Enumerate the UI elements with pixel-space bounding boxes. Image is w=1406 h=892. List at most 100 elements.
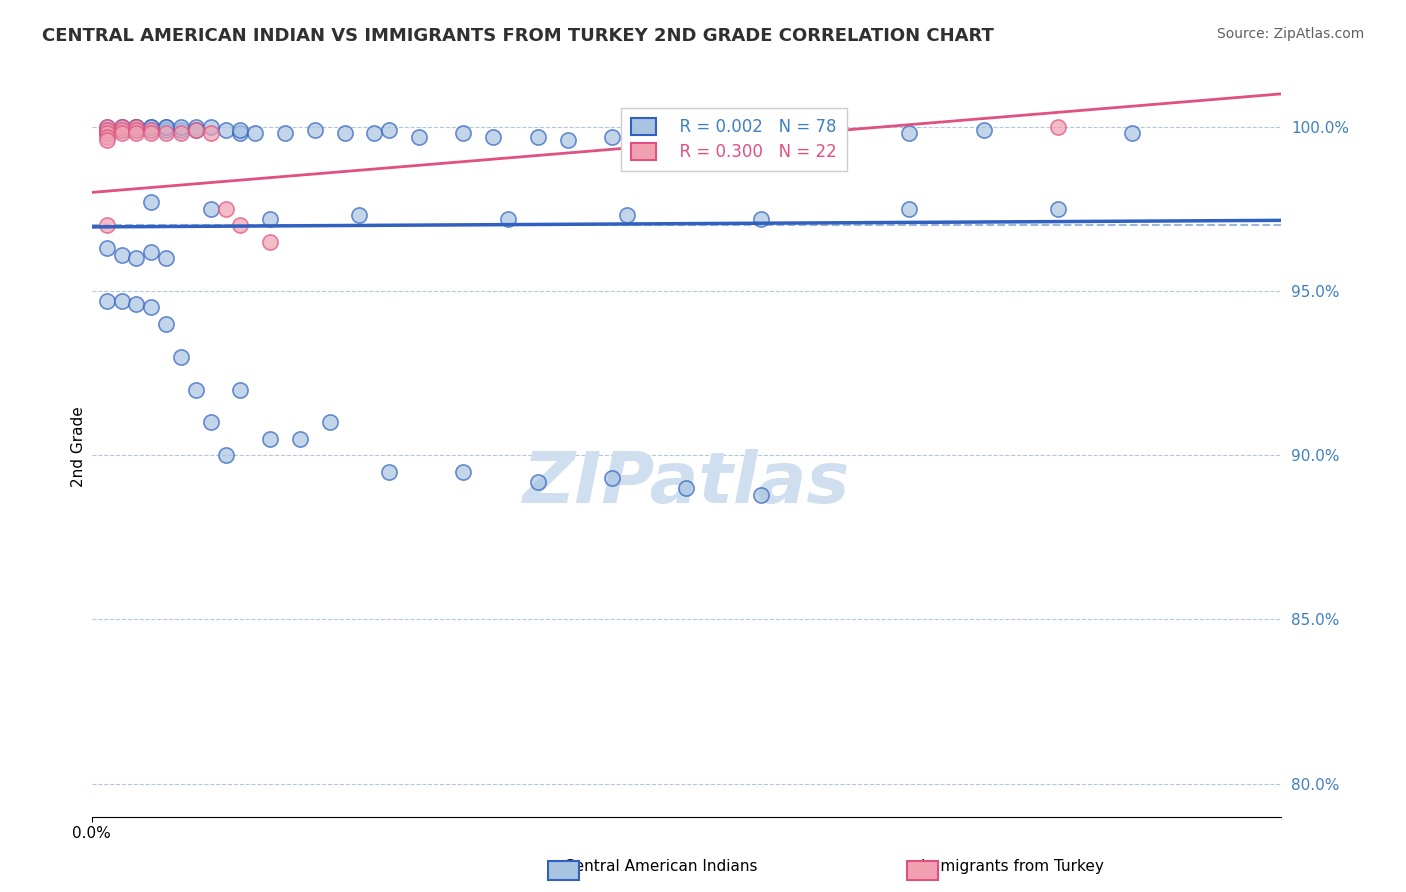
Point: [200, 126, 222, 140]
Point: [141, 301, 163, 315]
Point: [110, 293, 132, 308]
Point: [184, 383, 207, 397]
Point: [96, 123, 118, 137]
Point: [288, 432, 311, 446]
Point: [96, 293, 118, 308]
Point: [141, 126, 163, 140]
Point: [141, 244, 163, 259]
Point: [96, 241, 118, 255]
Point: [96, 126, 118, 140]
Point: [214, 202, 236, 216]
Point: [824, 126, 846, 140]
Point: [155, 120, 177, 134]
Point: [110, 123, 132, 137]
Point: [349, 208, 371, 222]
Point: [333, 126, 356, 140]
Point: [200, 416, 222, 430]
Point: [229, 123, 252, 137]
Point: [675, 481, 697, 495]
Point: [318, 416, 340, 430]
Point: [1121, 126, 1143, 140]
Point: [229, 383, 252, 397]
Point: [1047, 202, 1070, 216]
Point: [96, 219, 118, 233]
Point: [453, 465, 475, 479]
Point: [125, 297, 148, 311]
Point: [141, 123, 163, 137]
Point: [898, 202, 921, 216]
Point: [96, 126, 118, 140]
Point: [184, 123, 207, 137]
Point: [600, 471, 623, 485]
Point: [600, 129, 623, 144]
Point: [245, 126, 267, 140]
Point: [229, 126, 252, 140]
Point: [616, 208, 638, 222]
Point: [125, 123, 148, 137]
Point: [125, 123, 148, 137]
Point: [96, 129, 118, 144]
Point: [363, 126, 385, 140]
Point: [200, 120, 222, 134]
Point: [408, 129, 430, 144]
Point: [482, 129, 505, 144]
Point: [155, 123, 177, 137]
Point: [453, 126, 475, 140]
Point: [973, 123, 995, 137]
Point: [378, 465, 401, 479]
Point: [96, 133, 118, 147]
Legend:   R = 0.002   N = 78,   R = 0.300   N = 22: R = 0.002 N = 78, R = 0.300 N = 22: [621, 108, 846, 171]
Point: [526, 129, 548, 144]
Point: [141, 195, 163, 210]
Text: CENTRAL AMERICAN INDIAN VS IMMIGRANTS FROM TURKEY 2ND GRADE CORRELATION CHART: CENTRAL AMERICAN INDIAN VS IMMIGRANTS FR…: [42, 27, 994, 45]
Point: [170, 350, 193, 364]
Text: Central American Indians: Central American Indians: [564, 859, 758, 874]
Point: [110, 123, 132, 137]
Point: [274, 126, 297, 140]
Point: [765, 129, 787, 144]
Point: [125, 120, 148, 134]
Y-axis label: 2nd Grade: 2nd Grade: [72, 407, 86, 487]
Point: [110, 120, 132, 134]
Text: ZIPatlas: ZIPatlas: [523, 450, 851, 518]
Point: [155, 120, 177, 134]
Point: [304, 123, 326, 137]
Point: [125, 120, 148, 134]
Point: [170, 120, 193, 134]
Point: [155, 251, 177, 265]
Point: [184, 120, 207, 134]
Point: [170, 126, 193, 140]
Point: [749, 211, 772, 226]
Point: [378, 123, 401, 137]
Point: [96, 120, 118, 134]
Point: [125, 120, 148, 134]
Point: [141, 120, 163, 134]
Point: [1047, 120, 1070, 134]
Text: Source: ZipAtlas.com: Source: ZipAtlas.com: [1216, 27, 1364, 41]
Point: [96, 123, 118, 137]
Point: [749, 488, 772, 502]
Text: Immigrants from Turkey: Immigrants from Turkey: [921, 859, 1104, 874]
Point: [898, 126, 921, 140]
Point: [496, 211, 519, 226]
Point: [110, 120, 132, 134]
Point: [184, 123, 207, 137]
Point: [259, 432, 281, 446]
Point: [110, 126, 132, 140]
Point: [526, 475, 548, 489]
Point: [155, 317, 177, 331]
Point: [110, 120, 132, 134]
Point: [96, 120, 118, 134]
Point: [141, 123, 163, 137]
Point: [125, 123, 148, 137]
Point: [200, 202, 222, 216]
Point: [259, 235, 281, 249]
Point: [110, 123, 132, 137]
Point: [645, 126, 668, 140]
Point: [110, 248, 132, 262]
Point: [170, 123, 193, 137]
Point: [125, 126, 148, 140]
Point: [704, 133, 727, 147]
Point: [557, 133, 579, 147]
Point: [229, 219, 252, 233]
